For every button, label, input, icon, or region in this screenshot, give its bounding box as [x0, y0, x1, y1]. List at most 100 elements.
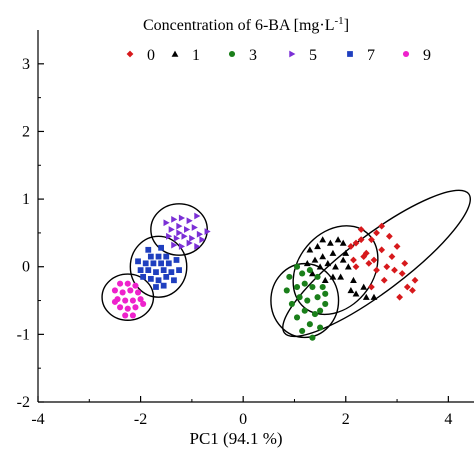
data-point-series-5: [178, 214, 186, 222]
x-tick-label: -4: [31, 411, 44, 428]
data-point-series-3: [304, 297, 311, 304]
data-point-series-3: [306, 321, 313, 328]
data-point-series-0: [357, 226, 365, 233]
data-point-series-1: [324, 259, 332, 267]
data-point-series-3: [296, 294, 303, 301]
data-point-series-0: [391, 266, 398, 274]
data-point-series-0: [362, 249, 370, 257]
data-point-series-7: [158, 244, 164, 251]
legend-marker-3: [228, 50, 236, 58]
data-point-series-5: [194, 212, 201, 220]
data-point-series-5: [199, 236, 206, 244]
x-tick-label: -2: [134, 411, 147, 428]
data-point-series-7: [173, 257, 180, 263]
data-point-series-9: [111, 298, 119, 305]
data-point-series-0: [380, 276, 388, 284]
data-point-series-7: [158, 260, 164, 267]
y-tick-label: 0: [22, 259, 30, 276]
data-point-series-0: [352, 239, 360, 247]
data-point-series-1: [319, 253, 327, 260]
data-point-series-1: [326, 239, 334, 246]
ellipse-series-5: [150, 203, 208, 256]
data-point-series-3: [301, 307, 308, 314]
data-point-series-9: [124, 305, 131, 312]
data-point-series-1: [352, 290, 360, 297]
data-point-series-3: [322, 300, 329, 307]
y-tick-label: -2: [17, 394, 30, 411]
data-point-series-7: [135, 258, 141, 265]
data-point-series-1: [347, 287, 355, 294]
data-point-series-7: [155, 277, 162, 284]
data-point-series-1: [350, 276, 357, 283]
data-point-series-0: [370, 256, 378, 264]
data-point-series-5: [173, 234, 180, 242]
data-point-series-1: [339, 239, 347, 246]
data-point-series-5: [163, 219, 170, 227]
data-point-series-3: [309, 334, 316, 341]
data-point-series-5: [166, 232, 173, 240]
data-point-series-5: [204, 228, 211, 235]
data-point-series-3: [299, 327, 306, 335]
data-point-series-1: [303, 259, 311, 267]
data-point-series-7: [140, 273, 147, 280]
data-point-series-3: [311, 311, 319, 318]
data-point-series-5: [186, 217, 193, 225]
data-point-series-9: [117, 304, 124, 311]
data-point-series-9: [119, 289, 126, 296]
data-point-series-7: [163, 273, 170, 280]
data-point-series-7: [153, 269, 159, 276]
y-tick-label: 2: [22, 123, 30, 140]
data-point-series-5: [176, 222, 183, 230]
y-tick-label: 3: [22, 56, 30, 73]
data-point-series-3: [317, 307, 324, 314]
data-point-series-5: [171, 215, 178, 223]
data-point-series-0: [385, 232, 393, 240]
data-point-series-1: [360, 283, 368, 290]
data-point-series-1: [329, 273, 337, 280]
data-point-series-7: [155, 253, 162, 260]
y-tick-label: 1: [22, 191, 30, 208]
data-point-series-7: [153, 284, 159, 290]
data-point-series-3: [288, 300, 295, 307]
data-point-series-3: [286, 273, 293, 280]
data-point-series-0: [378, 222, 386, 230]
data-point-series-5: [186, 239, 193, 247]
data-point-series-3: [322, 290, 329, 297]
data-point-series-0: [396, 293, 404, 301]
x-tick-label: 2: [342, 411, 350, 428]
data-point-series-9: [127, 287, 134, 294]
data-point-series-3: [293, 283, 301, 291]
data-point-series-1: [306, 246, 314, 253]
legend-marker-5: [289, 50, 296, 58]
data-point-series-3: [309, 283, 316, 291]
data-point-series-5: [178, 243, 186, 250]
data-point-series-7: [142, 260, 149, 267]
data-point-series-7: [160, 282, 167, 289]
legend-title: Concentration of 6-BA [mg·L-1]: [143, 15, 349, 34]
data-point-series-1: [309, 270, 316, 277]
data-point-series-7: [147, 276, 154, 282]
data-point-series-1: [337, 273, 345, 280]
data-point-series-3: [283, 287, 290, 294]
data-point-series-1: [344, 263, 352, 270]
x-tick-label: 4: [444, 411, 452, 428]
legend-label-1: 1: [192, 47, 200, 64]
data-point-series-0: [383, 263, 391, 271]
data-point-series-7: [145, 246, 152, 253]
data-point-series-5: [176, 229, 183, 237]
ellipse-series-1: [292, 225, 379, 316]
data-point-series-1: [342, 249, 350, 256]
legend-label-7: 7: [367, 47, 375, 64]
data-point-series-3: [317, 324, 324, 331]
data-point-series-7: [176, 267, 182, 273]
data-point-series-5: [194, 243, 201, 250]
data-point-series-0: [368, 236, 375, 244]
data-point-series-1: [321, 276, 329, 283]
data-point-series-5: [168, 226, 175, 233]
data-point-series-7: [163, 253, 170, 260]
legend-marker-9: [402, 50, 410, 58]
data-point-series-5: [181, 232, 188, 240]
data-point-series-1: [332, 263, 339, 270]
data-point-series-0: [409, 287, 416, 294]
